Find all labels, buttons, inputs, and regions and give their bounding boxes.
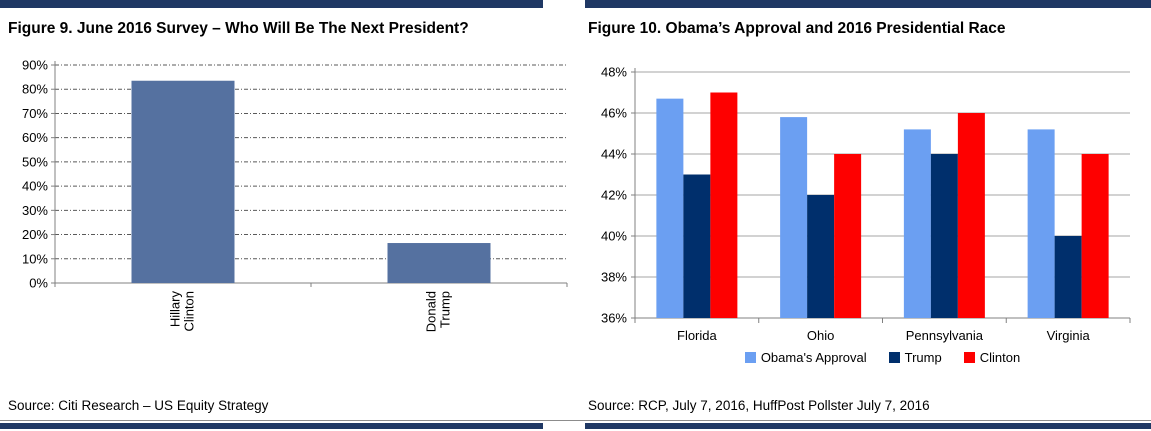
bar-obama-s-approval-virginia	[1027, 129, 1055, 318]
y-tick-label: 40%	[22, 179, 48, 194]
figure-10-grouped-bar-chart: 36% 38% 40% 42% 44% 46% 48% Florida Ohio Pennsylv…	[601, 65, 1131, 343]
legend-item-trump: Trump	[888, 350, 942, 365]
figure-10-bottom-accent-bar	[585, 423, 1151, 429]
legend-label-trump: Trump	[904, 350, 942, 365]
figure-10-legend: Obama's Approval Trump Clinton	[635, 350, 1130, 365]
y-tick-label: 50%	[22, 154, 48, 169]
y-tick-label: 60%	[22, 130, 48, 145]
figure-9-title: Figure 9. June 2016 Survey – Who Will Be…	[8, 20, 469, 37]
x-category-label-donald-trump: DonaldTrump	[424, 291, 453, 332]
bar-clinton-virginia	[1081, 154, 1109, 318]
y-tick-label: 30%	[22, 203, 48, 218]
y-tick-label: 48%	[601, 65, 627, 80]
figure-9-top-accent-bar	[0, 0, 543, 8]
bar-clinton-florida	[710, 92, 738, 318]
legend-label-clinton: Clinton	[979, 350, 1021, 365]
y-tick-label: 46%	[601, 106, 627, 121]
legend-item-clinton: Clinton	[963, 350, 1021, 365]
x-category-label-florida: Florida	[677, 328, 718, 343]
legend-item-obama-s-approval: Obama's Approval	[744, 350, 867, 365]
bar-donald-trump	[387, 243, 491, 283]
y-tick-label: 0%	[29, 276, 48, 291]
bar-hillary-clinton	[131, 80, 235, 283]
x-category-label-pennsylvania: Pennsylvania	[906, 328, 984, 343]
figure-10-top-accent-bar	[585, 0, 1151, 8]
bar-clinton-ohio	[834, 154, 862, 318]
figure-10-title: Figure 10. Obama’s Approval and 2016 Pre…	[588, 20, 1006, 37]
y-tick-label: 42%	[601, 188, 627, 203]
legend-swatch-clinton	[963, 352, 975, 363]
y-tick-label: 38%	[601, 270, 627, 285]
legend-swatch-obama-s-approval	[744, 352, 756, 363]
legend-swatch-trump	[888, 352, 900, 363]
bar-trump-ohio	[807, 195, 835, 318]
x-category-label-hillary-clinton: HillaryClinton	[168, 291, 197, 332]
bar-trump-florida	[683, 174, 711, 318]
y-tick-label: 90%	[22, 58, 48, 73]
y-tick-label: 44%	[601, 147, 627, 162]
y-tick-label: 80%	[22, 82, 48, 97]
bar-obama-s-approval-pennsylvania	[903, 129, 931, 318]
figure-9-panel: Figure 9. June 2016 Survey – Who Will Be…	[0, 0, 575, 431]
y-tick-label: 10%	[22, 251, 48, 266]
bar-trump-pennsylvania	[930, 154, 958, 318]
figure-9-footer-hairline	[0, 420, 575, 421]
y-tick-label: 20%	[22, 227, 48, 242]
y-tick-label: 36%	[601, 311, 627, 326]
y-tick-label: 40%	[601, 229, 627, 244]
legend-label-obama-s-approval: Obama's Approval	[760, 350, 867, 365]
x-category-label-ohio: Ohio	[807, 328, 834, 343]
figure-9-bottom-accent-bar	[0, 423, 543, 429]
figure-9-source: Source: Citi Research – US Equity Strate…	[8, 398, 269, 413]
figure-10-footer-hairline	[575, 420, 1151, 421]
bar-obama-s-approval-ohio	[780, 117, 808, 318]
svg-text:DonaldTrump: DonaldTrump	[424, 291, 453, 332]
bar-trump-virginia	[1054, 236, 1082, 318]
figure-10-panel: Figure 10. Obama’s Approval and 2016 Pre…	[575, 0, 1151, 431]
bar-obama-s-approval-florida	[656, 98, 684, 319]
x-category-label-virginia: Virginia	[1047, 328, 1091, 343]
svg-text:HillaryClinton: HillaryClinton	[168, 291, 197, 332]
bar-clinton-pennsylvania	[957, 113, 985, 318]
y-tick-label: 70%	[22, 106, 48, 121]
figure-9-bar-chart: 0% 10% 20% 30% 40% 50% 60% 70% 80% 90% HillaryClin…	[22, 58, 568, 332]
figure-10-source: Source: RCP, July 7, 2016, HuffPost Poll…	[588, 398, 930, 413]
